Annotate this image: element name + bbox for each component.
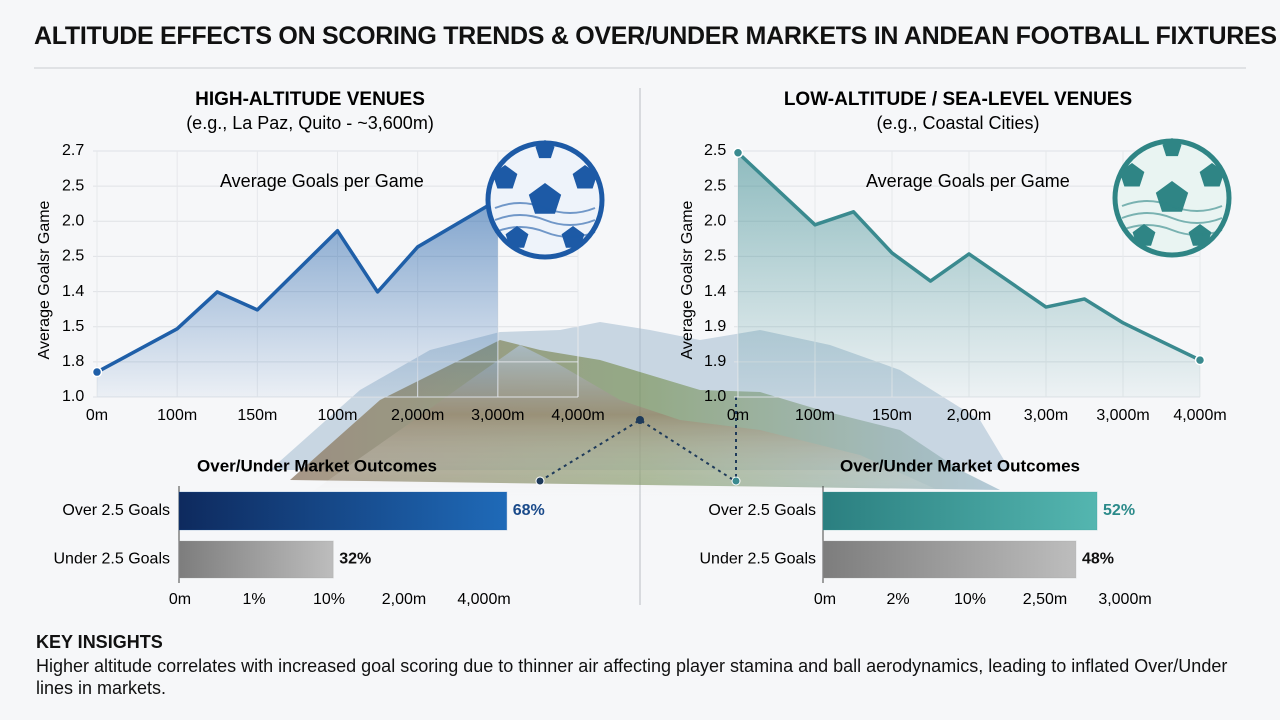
x-tick-label: 100m — [157, 407, 197, 424]
value-label: 52% — [1103, 502, 1135, 519]
ball-wave — [1121, 224, 1223, 236]
ball-patch — [1162, 138, 1182, 157]
ball-wave — [494, 226, 596, 238]
chart-title: LOW-ALTITUDE / SEA-LEVEL VENUES — [784, 89, 1132, 110]
x-tick-label: 100m — [795, 407, 835, 424]
line — [96, 198, 499, 374]
x-tick-label: 100m — [317, 407, 357, 424]
x-tick-label: 4,000m — [551, 407, 604, 424]
x-tick-label: 3,00m — [1024, 407, 1068, 424]
y-tick-label: 1.0 — [62, 388, 84, 405]
bar-chart-title: Over/Under Market Outcomes — [197, 456, 437, 475]
y-tick-label: 2.5 — [704, 248, 726, 265]
y-tick-label: 2.5 — [704, 142, 726, 159]
y-axis-title: Average Goalsr Game — [36, 200, 53, 359]
end-dot — [91, 366, 103, 378]
x-tick-label: 2,00m — [382, 591, 426, 608]
x-tick-label: 3,000m — [1098, 591, 1151, 608]
bar — [178, 491, 508, 531]
value-label: 68% — [513, 502, 545, 519]
insights-heading: KEY INSIGHTS — [36, 632, 163, 652]
y-tick-label: 1.4 — [62, 283, 84, 300]
chart-subtitle: (e.g., Coastal Cities) — [876, 113, 1039, 133]
ball-wave — [494, 202, 596, 214]
line — [736, 151, 1201, 362]
x-tick-label: 3,000m — [1096, 407, 1149, 424]
connector-dot — [535, 476, 545, 486]
connector-dot — [731, 476, 741, 486]
x-tick-label: 0m — [727, 407, 749, 424]
chart-title: HIGH-ALTITUDE VENUES — [195, 89, 425, 110]
value-label: 48% — [1082, 551, 1114, 568]
soccer-ball — [1112, 138, 1232, 258]
bar — [822, 540, 1077, 579]
x-tick-label: 0m — [814, 591, 836, 608]
x-tick-label: 2,000m — [391, 407, 444, 424]
x-tick-label: 3,000m — [471, 407, 524, 424]
x-tick-label: 150m — [237, 407, 277, 424]
y-tick-label: 1.0 — [704, 388, 726, 405]
category-label: Over 2.5 Goals — [708, 502, 816, 519]
x-tick-label: 4,000m — [457, 591, 510, 608]
end-dot — [732, 147, 744, 159]
ball-patch — [505, 226, 529, 248]
insights-text: Higher altitude correlates with increase… — [36, 656, 1228, 698]
x-tick-label: 2,00m — [947, 407, 991, 424]
ball-patch — [1132, 224, 1156, 246]
y-tick-label: 2.0 — [62, 213, 84, 230]
ball-wave — [494, 214, 596, 226]
y-tick-label: 1.9 — [704, 318, 726, 335]
y-tick-label: 2.0 — [704, 213, 726, 230]
y-tick-label: 2.5 — [704, 177, 726, 194]
area — [97, 199, 498, 397]
x-tick-label: 150m — [872, 407, 912, 424]
x-tick-label: 2,50m — [1023, 591, 1067, 608]
y-tick-label: 1.9 — [704, 353, 726, 370]
x-tick-label: 1% — [242, 591, 265, 608]
category-label: Over 2.5 Goals — [62, 502, 170, 519]
y-tick-label: 1.4 — [704, 283, 726, 300]
y-tick-label: 2.5 — [62, 177, 84, 194]
bar-chart-title: Over/Under Market Outcomes — [840, 456, 1080, 475]
y-tick-label: 1.8 — [62, 353, 84, 370]
ball-patch — [1119, 163, 1145, 187]
y-tick-label: 2.7 — [62, 142, 84, 159]
chart-subtitle: (e.g., La Paz, Quito - ~3,600m) — [186, 113, 434, 133]
chart: HIGH-ALTITUDE VENUES (e.g., La Paz, Quito… — [34, 67, 1246, 608]
connector-dot — [636, 416, 644, 424]
x-tick-label: 10% — [954, 591, 986, 608]
ball-patch — [1199, 163, 1225, 187]
y-axis-title: Average Goalsr Game — [679, 200, 696, 359]
x-tick-label: 10% — [313, 591, 345, 608]
x-tick-label: 2% — [886, 591, 909, 608]
y-tick-label: 1.5 — [62, 318, 84, 335]
value-label: 32% — [339, 551, 371, 568]
x-tick-label: 4,000m — [1173, 407, 1226, 424]
x-tick-label: 0m — [169, 591, 191, 608]
bar — [822, 491, 1098, 531]
annotation: Average Goals per Game — [866, 171, 1070, 191]
connectors — [539, 397, 737, 482]
soccer-ball — [485, 140, 605, 260]
bar — [178, 540, 334, 579]
ball-patch — [572, 165, 598, 189]
end-dot — [1194, 354, 1206, 366]
main-title: ALTITUDE EFFECTS ON SCORING TRENDS & OVE… — [34, 22, 1277, 50]
category-label: Under 2.5 Goals — [53, 551, 170, 568]
x-tick-label: 0m — [86, 407, 108, 424]
ball-wave — [1121, 200, 1223, 212]
annotation: Average Goals per Game — [220, 171, 424, 191]
ball-patch — [492, 165, 518, 189]
y-tick-label: 2.5 — [62, 248, 84, 265]
ball-wave — [1121, 212, 1223, 224]
category-label: Under 2.5 Goals — [699, 551, 816, 568]
ball-patch — [535, 140, 555, 159]
key-insights: KEY INSIGHTS Higher altitude correlates … — [36, 632, 1246, 699]
